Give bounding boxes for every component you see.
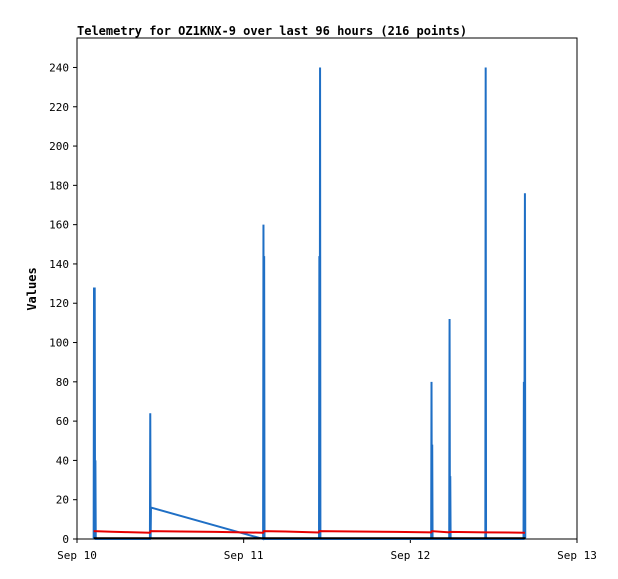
y-axis-ticks: 0 20 40 60 80 100 120 140 160 180 200 220 240 xyxy=(49,61,77,546)
y-tick-label: 200 xyxy=(49,140,69,153)
y-tick-label: 0 xyxy=(62,533,69,546)
x-axis-ticks: Sep 10 Sep 11 Sep 12 Sep 13 xyxy=(57,539,597,562)
y-tick-label: 220 xyxy=(49,101,69,114)
y-axis-label: Values xyxy=(25,267,39,310)
y-tick-label: 60 xyxy=(56,415,69,428)
y-tick-label: 180 xyxy=(49,179,69,192)
x-tick-label: Sep 12 xyxy=(390,549,430,562)
y-tick-label: 20 xyxy=(56,494,69,507)
y-tick-label: 240 xyxy=(49,61,69,74)
y-tick-label: 120 xyxy=(49,297,69,310)
y-tick-label: 160 xyxy=(49,219,69,232)
series-layer xyxy=(92,67,527,541)
y-tick-label: 40 xyxy=(56,454,69,467)
x-tick-label: Sep 10 xyxy=(57,549,97,562)
y-tick-label: 100 xyxy=(49,337,69,350)
plot-area xyxy=(76,37,578,540)
chart-title: Telemetry for OZ1KNX-9 over last 96 hour… xyxy=(77,24,467,38)
x-tick-label: Sep 11 xyxy=(224,549,264,562)
x-tick-label: Sep 13 xyxy=(557,549,597,562)
y-tick-label: 140 xyxy=(49,258,69,271)
y-tick-label: 80 xyxy=(56,376,69,389)
series-1-line xyxy=(93,530,525,534)
